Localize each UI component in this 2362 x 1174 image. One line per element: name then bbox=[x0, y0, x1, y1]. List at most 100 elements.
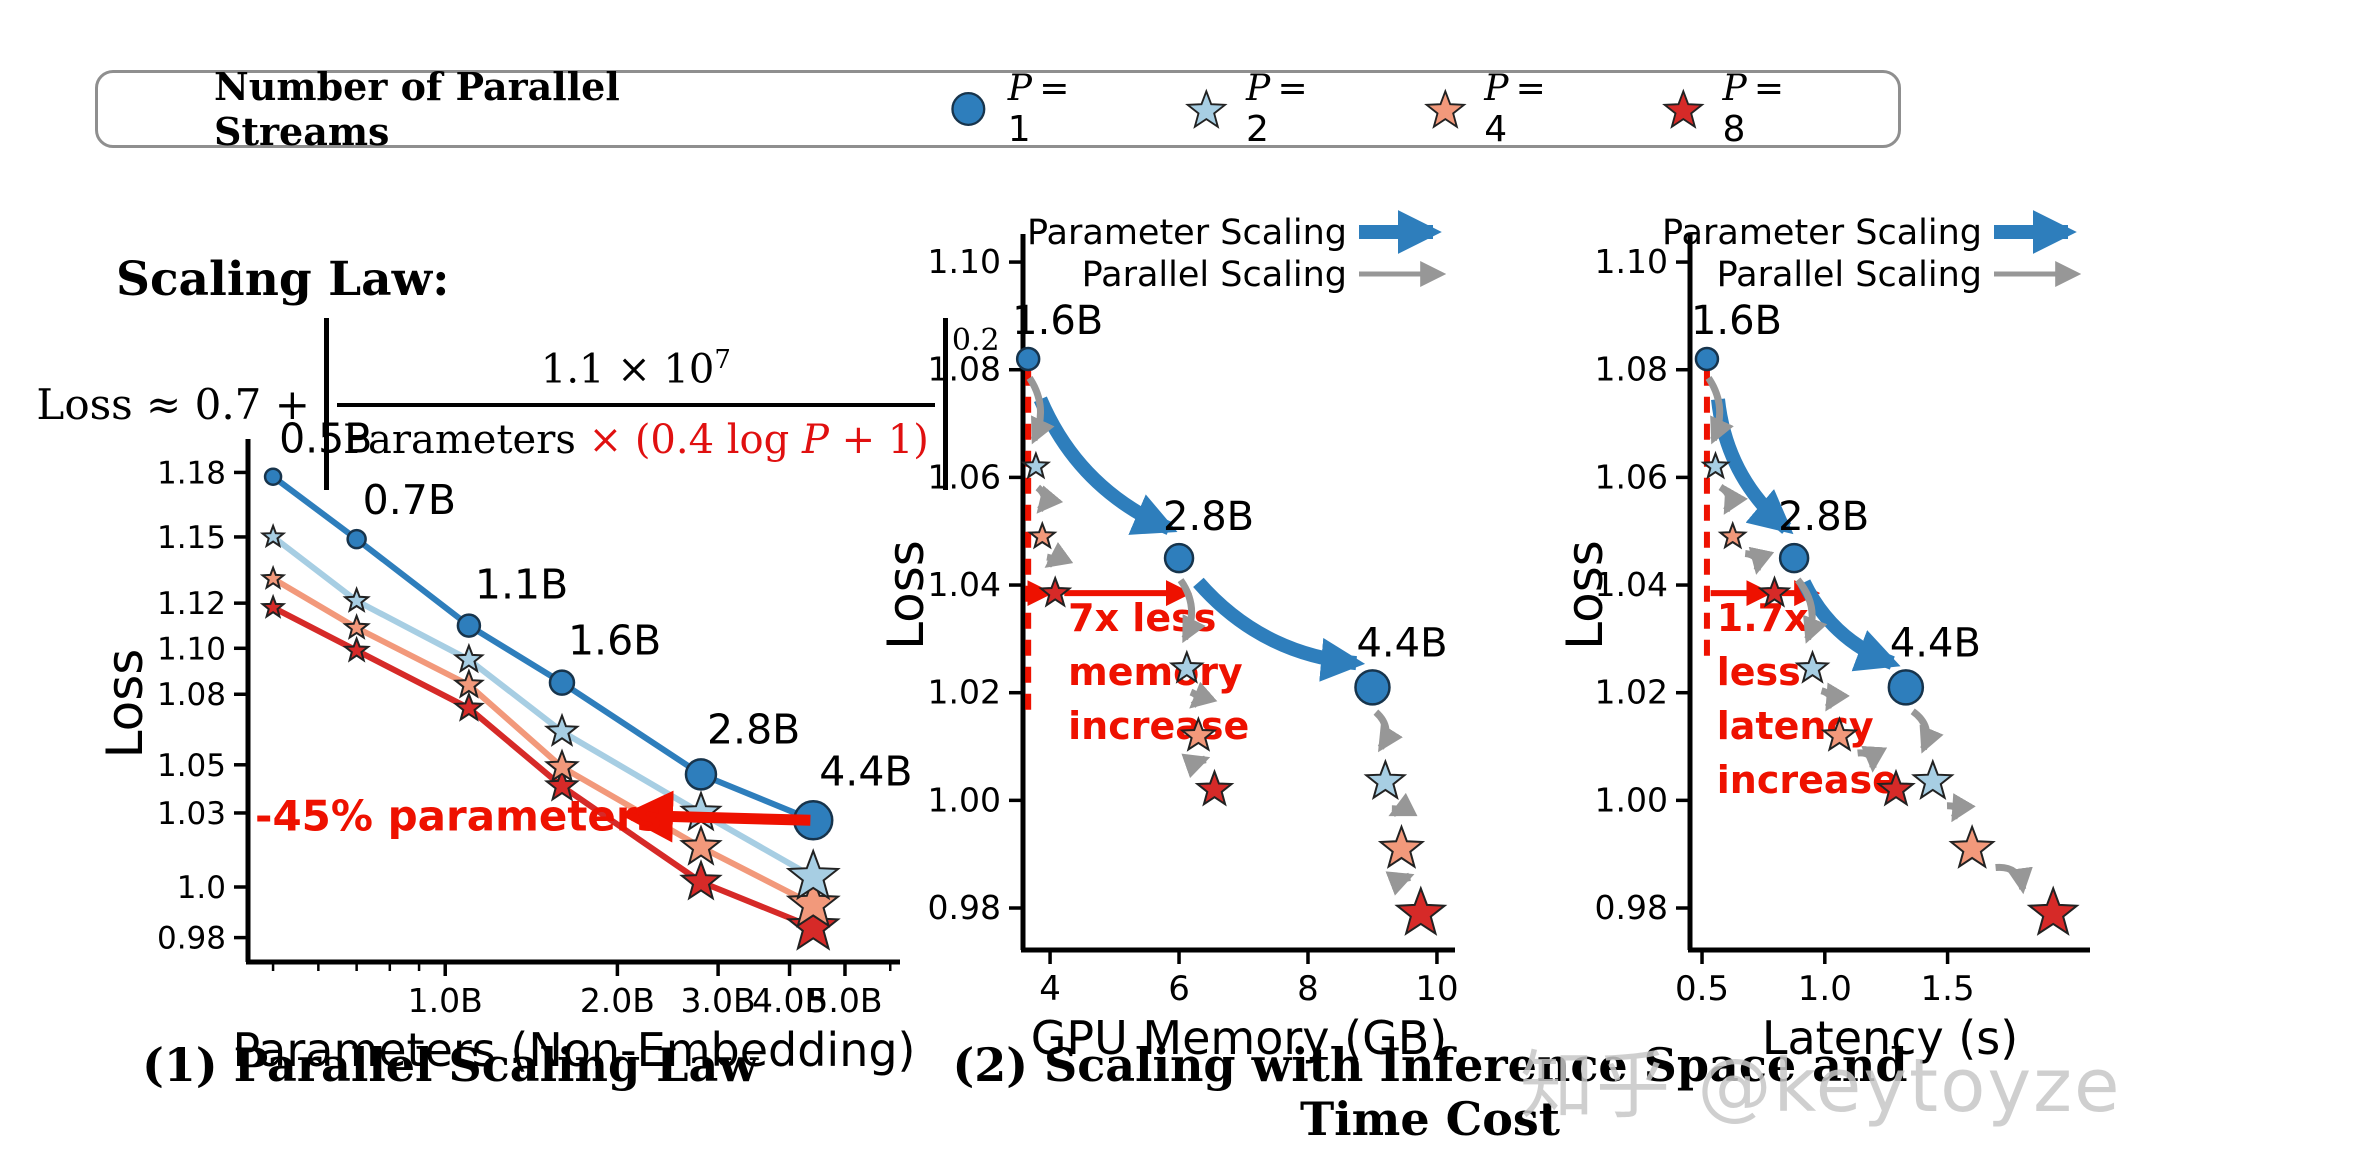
data-point-circle bbox=[1354, 669, 1391, 706]
parallel-scaling-arrow bbox=[1026, 375, 1055, 445]
parallel-scaling-arrow bbox=[1910, 708, 1944, 754]
data-point-star bbox=[259, 523, 287, 549]
x-tick-label: 3.0B bbox=[681, 981, 756, 1020]
parallel-scaling-arrow bbox=[1388, 792, 1418, 817]
right-bracket bbox=[942, 318, 948, 490]
legend-item-label: P = 4 bbox=[1484, 68, 1546, 150]
parallel-scaling-arrow bbox=[1718, 484, 1748, 515]
data-point-star bbox=[1363, 758, 1408, 801]
y-tick-label: 1.02 bbox=[928, 673, 1001, 712]
data-point-circle bbox=[1694, 346, 1720, 372]
data-point-star bbox=[543, 712, 580, 747]
scaling-law-formula: Loss ≈ 0.7 + 1.1 × 107 Parameters × (0.4… bbox=[36, 318, 1000, 490]
model-size-label: 0.5B bbox=[279, 415, 372, 463]
parallel-scaling-arrow bbox=[1705, 375, 1734, 445]
data-point-star bbox=[342, 613, 371, 640]
parallel-scaling-arrow bbox=[1385, 871, 1415, 896]
annotation-text-line: less bbox=[1717, 650, 1801, 694]
data-point-circle bbox=[263, 467, 283, 486]
data-point-star bbox=[679, 859, 723, 901]
parallel-scaling-arrow bbox=[1857, 745, 1888, 773]
legend-item-P=8: P = 8 bbox=[1660, 68, 1812, 150]
inner-legend-label: Parallel Scaling bbox=[1082, 255, 1347, 295]
y-tick-label: 1.04 bbox=[1595, 565, 1668, 604]
y-tick-label: 1.00 bbox=[1595, 780, 1668, 819]
parallel-scaling-arrow bbox=[1035, 484, 1064, 514]
model-size-label: 2.8B bbox=[1163, 494, 1254, 540]
y-tick-label: 1.02 bbox=[1595, 673, 1668, 712]
data-point-star bbox=[1038, 575, 1073, 608]
data-point-star bbox=[342, 635, 371, 663]
chart-memory-scaling: 4 6 8 10 1.10 1.08 1.06 1.04 1.02 1.00 0.98 GPU Mem… bbox=[877, 210, 1459, 1065]
model-size-label: 1.1B bbox=[475, 561, 568, 609]
x-tick-label: 0.5 bbox=[1675, 969, 1729, 1009]
reduction-arrow bbox=[620, 790, 811, 843]
data-point-star bbox=[452, 642, 485, 674]
data-point-circle bbox=[456, 613, 482, 638]
parallel-scaling-arrow bbox=[1794, 577, 1828, 644]
y-tick-label: 1.15 bbox=[157, 520, 226, 556]
parallel-scaling-arrow bbox=[1946, 793, 1976, 823]
parallel-scaling-arrow bbox=[1995, 863, 2033, 895]
watermark: 知乎 @keytoyze bbox=[1520, 1043, 2122, 1129]
annotation-text: -45% parameters bbox=[255, 792, 662, 841]
data-point-star bbox=[543, 767, 580, 802]
parallel-scaling-arrow bbox=[1744, 546, 1775, 575]
y-tick-label: 1.10 bbox=[157, 631, 226, 667]
data-point-star bbox=[543, 748, 580, 783]
formula-lhs: Loss ≈ 0.7 + bbox=[36, 379, 310, 429]
series-line-P=8 bbox=[271, 604, 815, 931]
model-size-label: 4.4B bbox=[1356, 620, 1447, 666]
star-marker-icon bbox=[1661, 88, 1705, 129]
data-point-star bbox=[1700, 450, 1731, 480]
legend-title: Number of Parallel Streams bbox=[214, 64, 620, 154]
x-tick-label: 10 bbox=[1415, 969, 1458, 1009]
data-point-circle bbox=[1778, 542, 1810, 574]
x-tick-label: 1.5 bbox=[1921, 969, 1975, 1009]
star-marker-icon bbox=[1423, 88, 1467, 129]
y-tick-label: 1.12 bbox=[157, 586, 226, 622]
data-point-star bbox=[1757, 575, 1792, 608]
parallel-scaling-arrow bbox=[1177, 578, 1206, 644]
data-point-star bbox=[785, 875, 841, 928]
y-tick-label: 0.98 bbox=[1595, 888, 1668, 927]
chart-latency-scaling: 0.5 1.0 1.5 1.10 1.08 1.06 1.04 1.02 1.00 0.98 Lat… bbox=[1556, 210, 2090, 1065]
data-point-star bbox=[785, 898, 841, 951]
data-point-star bbox=[342, 586, 371, 613]
series-line-P=4 bbox=[271, 576, 815, 908]
legend-item-P=2: P = 2 bbox=[1183, 68, 1335, 150]
model-size-label: 4.4B bbox=[1890, 620, 1981, 666]
x-tick-label: 1.0B bbox=[408, 981, 483, 1020]
y-tick-label: 1.10 bbox=[928, 242, 1001, 281]
data-point-star bbox=[1820, 715, 1859, 752]
y-tick-label: 0.98 bbox=[928, 888, 1001, 927]
scaling-law-heading: Scaling Law: bbox=[116, 252, 450, 307]
data-point-star bbox=[1794, 649, 1831, 684]
formula-exponent: 0.2 bbox=[951, 322, 1000, 358]
model-size-label: 2.8B bbox=[1778, 494, 1869, 540]
series-line-P=1 bbox=[271, 474, 815, 824]
annotation-text-line: latency bbox=[1717, 704, 1874, 748]
star-marker-icon bbox=[1185, 88, 1228, 129]
data-point-circle bbox=[1163, 542, 1195, 574]
caption-left: (1) Parallel Scaling Law bbox=[142, 1038, 758, 1092]
data-point-star bbox=[1179, 715, 1218, 752]
left-bracket bbox=[323, 318, 329, 490]
formula-denominator: Parameters × (0.4 log P + 1) bbox=[336, 402, 935, 463]
legend-items: P = 1 P = 2 P = 4 P = 8 bbox=[945, 68, 1898, 150]
model-size-label: 1.6B bbox=[568, 617, 661, 665]
x-axis-title: Parameters (Non-Embedding) bbox=[232, 1023, 915, 1077]
y-tick-label: 1.08 bbox=[1595, 350, 1668, 389]
data-point-star bbox=[1876, 768, 1916, 807]
parameter-scaling-arrow bbox=[1033, 396, 1178, 535]
data-point-star bbox=[785, 848, 841, 901]
model-size-label: 1.6B bbox=[1691, 298, 1782, 344]
y-tick-label: 1.10 bbox=[1595, 242, 1668, 281]
data-point-star bbox=[1027, 520, 1058, 550]
annotation-text-line: increase bbox=[1068, 704, 1249, 748]
y-axis-title: Loss bbox=[1556, 540, 1614, 650]
formula-numerator: 1.1 × 107 bbox=[540, 345, 731, 393]
legend-item-label: P = 1 bbox=[1007, 68, 1070, 150]
